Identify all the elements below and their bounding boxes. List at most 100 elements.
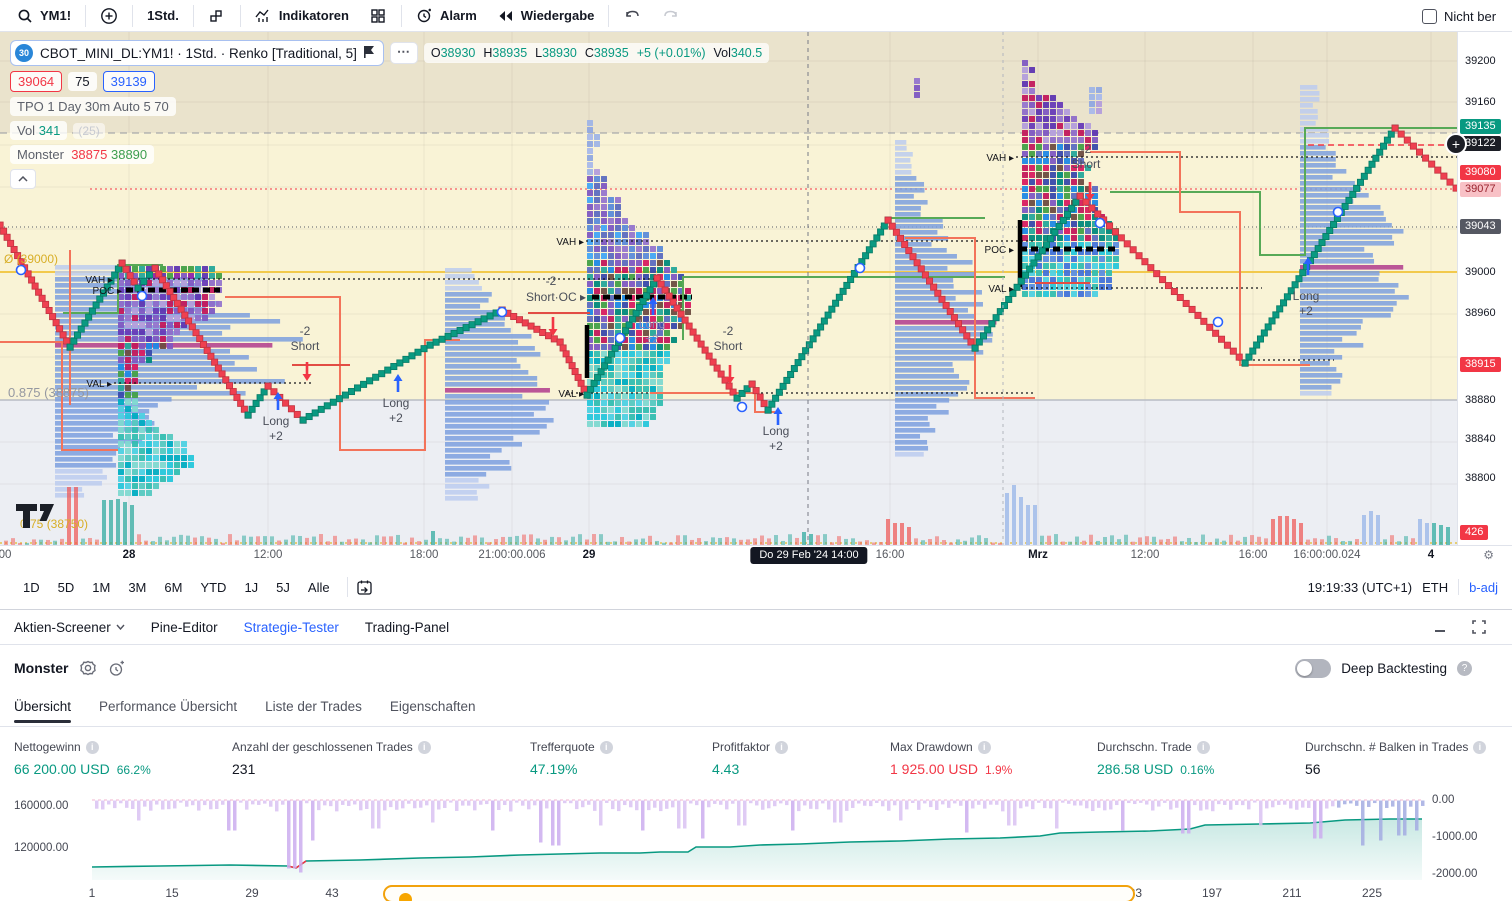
svg-text:Long: Long (1293, 289, 1320, 303)
svg-text:-2: -2 (546, 274, 557, 288)
range-ytd[interactable]: YTD (200, 579, 227, 595)
svg-text:0.875 (38875): 0.875 (38875) (8, 385, 89, 400)
position-stop-label[interactable]: 39064 (10, 71, 63, 92)
range-6m[interactable]: 6M (164, 579, 183, 595)
add-alert-icon[interactable] (108, 660, 125, 677)
autosave-control[interactable]: Nicht ber (1420, 0, 1512, 32)
alarm-label: Alarm (439, 8, 477, 23)
equity-chart[interactable] (0, 790, 1512, 881)
svg-text:VAH ▸: VAH ▸ (986, 153, 1014, 164)
legend-collapse-button[interactable] (10, 169, 36, 189)
replay-button[interactable]: Wiedergabe (489, 3, 603, 29)
subtab-uebersicht[interactable]: Übersicht (14, 699, 72, 723)
position-target-label[interactable]: 39139 (102, 71, 155, 92)
strategy-settings-icon[interactable] (80, 660, 97, 676)
info-icon[interactable]: i (85, 740, 99, 754)
tab-trading-panel[interactable]: Trading-Panel (364, 619, 450, 635)
divider (608, 4, 610, 27)
compare-button[interactable] (92, 3, 126, 29)
tab-pine-editor[interactable]: Pine-Editor (150, 619, 218, 635)
clock-label[interactable]: 19:19:33 (UTC+1) (1307, 579, 1413, 595)
subtab-eigenschaften[interactable]: Eigenschaften (389, 699, 476, 714)
price-label: 39200 (1465, 55, 1496, 67)
stat-profitfaktor: Profitfaktor i 4.43 (712, 740, 890, 790)
stat-max-drawdown: Max Drawdown i 1 925.00 USD 1.9% (890, 740, 1013, 777)
svg-text:0.75 (38750): 0.75 (38750) (20, 517, 88, 531)
info-icon[interactable]: i (599, 740, 613, 754)
vol-indicator-legend[interactable]: Vol 341 (10, 121, 68, 140)
time-label: 00 (0, 549, 12, 561)
symbol-legend[interactable]: 30 CBOT_MINI_DL:YM1! · 1Std. · Renko [Tr… (10, 40, 384, 66)
subtab-performance[interactable]: Performance Übersicht (99, 699, 238, 714)
svg-text:-2: -2 (1081, 142, 1092, 156)
flag-icon[interactable] (363, 45, 375, 61)
equity-x-label: 29 (245, 886, 259, 900)
range-5j[interactable]: 5J (276, 579, 290, 595)
tab-strategie-tester[interactable]: Strategie-Tester (243, 619, 339, 635)
range-alle[interactable]: Alle (307, 579, 330, 595)
equity-x-label: 43 (325, 886, 339, 900)
alert-button[interactable]: Alarm (408, 3, 485, 29)
svg-text:Long: Long (263, 414, 290, 428)
deep-backtesting-toggle[interactable] (1295, 658, 1332, 678)
price-badge: 39135 (1460, 119, 1501, 134)
equity-x-label: 211 (1282, 886, 1302, 900)
info-icon[interactable]: i (977, 740, 991, 754)
session-label[interactable]: ETH (1422, 579, 1449, 595)
undo-button[interactable] (615, 3, 649, 29)
redo-button[interactable] (653, 3, 687, 29)
subtab-trades[interactable]: Liste der Trades (265, 699, 362, 714)
range-3m[interactable]: 3M (128, 579, 147, 595)
autosave-checkbox[interactable] (1422, 8, 1437, 24)
range-1j[interactable]: 1J (244, 579, 259, 595)
range-5d[interactable]: 5D (57, 579, 75, 595)
notification-banner[interactable] (383, 885, 1135, 901)
search-icon (16, 7, 34, 25)
monster-strategy-legend[interactable]: Monster 38875 38890 (10, 145, 155, 164)
svg-text:+2: +2 (769, 439, 783, 453)
legend-more-button[interactable]: ⋯ (389, 42, 418, 64)
time-axis[interactable]: Do 29 Feb '24 14:00 ⚙ 00 28 12:00 18:00 21:0… (0, 545, 1512, 565)
range-1m[interactable]: 1M (92, 579, 111, 595)
divider (346, 577, 348, 597)
equity-x-label: 197 (1201, 886, 1223, 900)
price-axis[interactable]: 39200 39160 39000 38960 38880 38840 38800 39135… (1445, 32, 1512, 545)
interval-button[interactable]: 1Std. (139, 4, 187, 27)
svg-text:+2: +2 (389, 411, 403, 425)
deep-backtesting-label: Deep Backtesting (1341, 660, 1447, 676)
info-icon[interactable]: i (1473, 740, 1487, 754)
stat-balken-in-trades: Durchschn. # Balken in Trades i 56 (1305, 740, 1487, 790)
equity-axis-label: 0.00 (1432, 794, 1455, 806)
tpo-indicator-legend[interactable]: TPO 1 Day 30m Auto 5 70 (10, 97, 176, 116)
price-label: 38800 (1465, 472, 1496, 484)
layout-templates-button[interactable] (361, 3, 395, 29)
svg-text:VAL ▸: VAL ▸ (558, 389, 584, 400)
tab-aktien-screener[interactable]: Aktien-Screener (14, 620, 125, 635)
info-icon[interactable]: i (775, 740, 789, 754)
axis-settings-icon[interactable]: ⚙ (1483, 548, 1494, 562)
help-icon[interactable]: ? (1457, 660, 1472, 676)
info-icon[interactable]: i (417, 740, 431, 754)
goto-date-icon[interactable] (356, 578, 374, 596)
add-order-button[interactable]: + (1445, 133, 1467, 155)
chart-type-button[interactable] (200, 3, 234, 29)
stat-durchschn-trade: Durchschn. Trade i 286.58 USD 0.16% (1097, 740, 1215, 777)
svg-text:Long: Long (639, 317, 666, 331)
symbol-search-button[interactable]: YM1! (8, 3, 79, 29)
chevron-down-icon (116, 624, 125, 630)
adjustment-link[interactable]: b-adj (1469, 579, 1498, 595)
equity-axis-label: -1000.00 (1432, 831, 1478, 843)
maximize-icon[interactable] (1472, 620, 1486, 634)
indicators-button[interactable]: Indikatoren (247, 3, 357, 29)
divider (1458, 579, 1460, 595)
minimize-icon[interactable] (1434, 620, 1448, 634)
time-label: 16:00 (875, 549, 905, 561)
range-1d[interactable]: 1D (23, 579, 40, 595)
equity-axis-label: 120000.00 (14, 842, 69, 854)
info-icon[interactable]: i (1196, 740, 1210, 754)
warning-dot-icon (399, 893, 412, 901)
price-badge: 39043 (1460, 219, 1501, 234)
svg-text:VAL ▸: VAL ▸ (86, 379, 112, 390)
